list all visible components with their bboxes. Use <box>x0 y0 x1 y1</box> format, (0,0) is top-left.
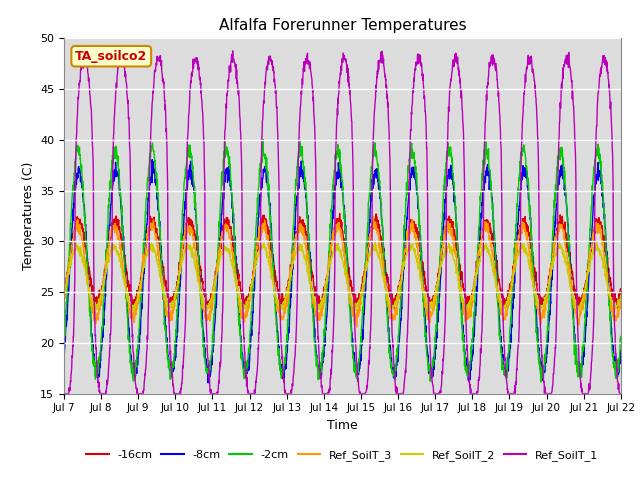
Ref_SoilT_1 <box>229 48 237 54</box>
Line: Ref_SoilT_2: Ref_SoilT_2 <box>64 241 621 313</box>
-8cm <box>148 157 156 163</box>
-2cm <box>359 304 367 310</box>
Line: Ref_SoilT_3: Ref_SoilT_3 <box>64 216 621 327</box>
Ref_SoilT_3 <box>353 324 360 330</box>
-16cm <box>568 270 576 276</box>
Line: Ref_SoilT_1: Ref_SoilT_1 <box>64 51 621 394</box>
Ref_SoilT_1 <box>60 391 68 396</box>
-16cm <box>336 211 344 216</box>
Line: -2cm: -2cm <box>64 139 621 382</box>
Ref_SoilT_3 <box>370 213 378 219</box>
Y-axis label: Temperatures (C): Temperatures (C) <box>22 162 35 270</box>
-2cm <box>504 352 512 358</box>
-16cm <box>505 292 513 298</box>
-16cm <box>131 306 139 312</box>
Ref_SoilT_2 <box>584 271 591 276</box>
Ref_SoilT_3 <box>568 295 576 300</box>
Ref_SoilT_3 <box>60 296 68 302</box>
Ref_SoilT_2 <box>371 238 379 244</box>
-2cm <box>60 341 68 347</box>
Line: -8cm: -8cm <box>64 160 621 383</box>
Ref_SoilT_2 <box>371 243 378 249</box>
X-axis label: Time: Time <box>327 419 358 432</box>
-2cm <box>568 298 576 304</box>
Ref_SoilT_3 <box>371 225 379 231</box>
Ref_SoilT_2 <box>617 292 625 298</box>
-8cm <box>371 171 379 177</box>
-8cm <box>204 380 212 386</box>
Ref_SoilT_1 <box>617 391 625 396</box>
-16cm <box>216 247 223 253</box>
-8cm <box>568 287 576 293</box>
-8cm <box>60 350 68 356</box>
Ref_SoilT_1 <box>504 391 512 396</box>
Ref_SoilT_3 <box>584 270 591 276</box>
Ref_SoilT_2 <box>60 294 68 300</box>
-16cm <box>359 282 367 288</box>
Ref_SoilT_3 <box>359 281 367 287</box>
Legend: -16cm, -8cm, -2cm, Ref_SoilT_3, Ref_SoilT_2, Ref_SoilT_1: -16cm, -8cm, -2cm, Ref_SoilT_3, Ref_Soil… <box>82 445 603 465</box>
Ref_SoilT_3 <box>505 303 513 309</box>
-16cm <box>584 266 591 272</box>
Ref_SoilT_2 <box>216 261 223 267</box>
-2cm <box>259 136 267 142</box>
-8cm <box>505 360 513 365</box>
Text: TA_soilco2: TA_soilco2 <box>75 50 147 63</box>
-8cm <box>584 300 591 306</box>
Ref_SoilT_2 <box>611 310 618 316</box>
-2cm <box>617 334 625 339</box>
Ref_SoilT_1 <box>359 391 367 396</box>
Title: Alfalfa Forerunner Temperatures: Alfalfa Forerunner Temperatures <box>219 18 466 33</box>
Ref_SoilT_3 <box>617 297 625 303</box>
Ref_SoilT_3 <box>216 250 223 255</box>
-16cm <box>617 294 625 300</box>
Ref_SoilT_1 <box>216 372 223 378</box>
-16cm <box>60 290 68 296</box>
Ref_SoilT_1 <box>371 103 379 108</box>
-2cm <box>371 142 379 147</box>
Ref_SoilT_2 <box>358 286 366 292</box>
-2cm <box>216 222 223 228</box>
Ref_SoilT_2 <box>568 288 575 293</box>
Ref_SoilT_1 <box>568 77 575 83</box>
Ref_SoilT_1 <box>584 391 591 396</box>
-2cm <box>537 379 545 384</box>
-2cm <box>584 275 591 281</box>
Line: -16cm: -16cm <box>64 214 621 309</box>
-8cm <box>216 235 223 241</box>
Ref_SoilT_2 <box>504 296 512 301</box>
-16cm <box>371 221 379 227</box>
-8cm <box>617 347 625 353</box>
-8cm <box>359 336 367 342</box>
